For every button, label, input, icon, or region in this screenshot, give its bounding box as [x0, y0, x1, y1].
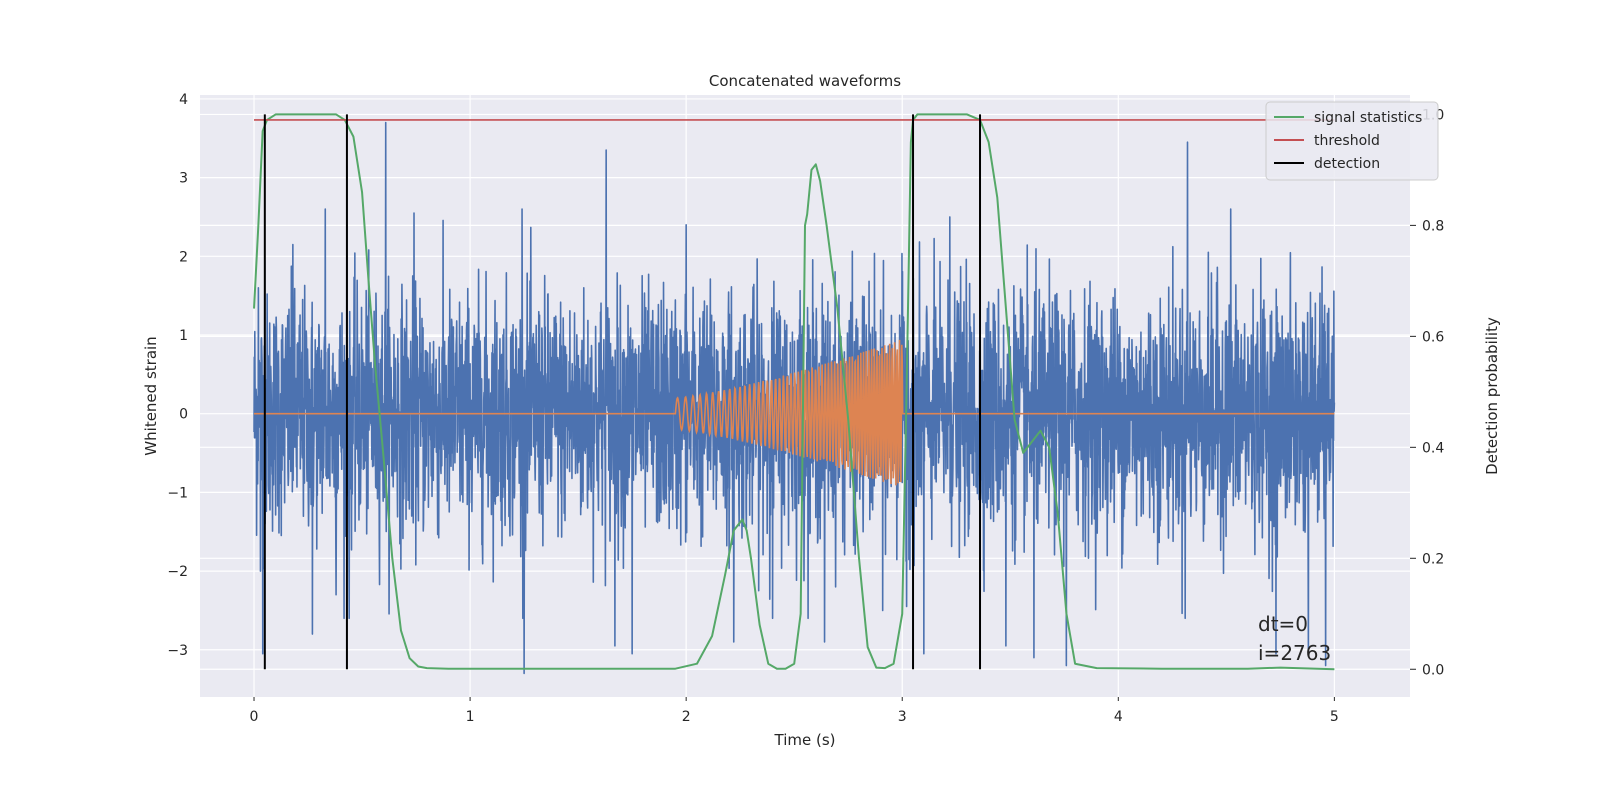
y2-axis-label: Detection probability: [1483, 317, 1501, 475]
x-axis-label: Time (s): [774, 731, 836, 749]
x-tick-label: 4: [1114, 709, 1123, 725]
annotation-dt: dt=0: [1258, 612, 1308, 636]
legend-box: [1265, 101, 1439, 181]
y-tick-label: 3: [179, 171, 188, 187]
annotation-i: i=2763: [1258, 641, 1331, 665]
legend: signal statistics threshold detection: [1265, 101, 1439, 181]
legend-label: signal statistics: [1314, 110, 1422, 126]
y-tick-label: 4: [179, 92, 188, 108]
y2-axis-ticks: 0.00.20.40.60.81.0: [1410, 107, 1444, 678]
strain-line: [253, 121, 1336, 675]
template-line: [254, 339, 1335, 486]
chart-title: Concatenated waveforms: [709, 72, 901, 90]
y2-tick-label: 0.8: [1422, 218, 1444, 234]
y-axis-ticks: −3 −2 −1 0 1 2 3 4: [167, 92, 188, 659]
y-tick-label: −2: [167, 564, 188, 580]
x-tick-label: 5: [1330, 709, 1339, 725]
y2-tick-label: 0.6: [1422, 329, 1444, 345]
statistics-series: [253, 113, 1335, 671]
x-axis-ticks: 0 1 2 3 4 5: [250, 697, 1339, 725]
legend-label: detection: [1314, 156, 1380, 172]
y2-tick-label: 0.4: [1422, 440, 1444, 456]
y-axis-label: Whitened strain: [142, 336, 160, 455]
y-tick-label: −3: [167, 643, 188, 659]
y2-tick-label: 0.2: [1422, 551, 1444, 567]
x-tick-label: 1: [466, 709, 475, 725]
legend-label: threshold: [1314, 133, 1380, 149]
x-tick-label: 3: [898, 709, 907, 725]
strain-series: [253, 121, 1336, 675]
y-tick-label: −1: [167, 485, 188, 501]
template-series: [254, 339, 1335, 486]
y-tick-label: 0: [179, 407, 188, 423]
y-tick-label: 2: [179, 249, 188, 265]
x-tick-label: 2: [682, 709, 691, 725]
statistics-line: [253, 113, 1335, 671]
y2-tick-label: 0.0: [1422, 662, 1444, 678]
y-tick-label: 1: [179, 328, 188, 344]
detection-series: [263, 114, 982, 670]
x-tick-label: 0: [250, 709, 259, 725]
